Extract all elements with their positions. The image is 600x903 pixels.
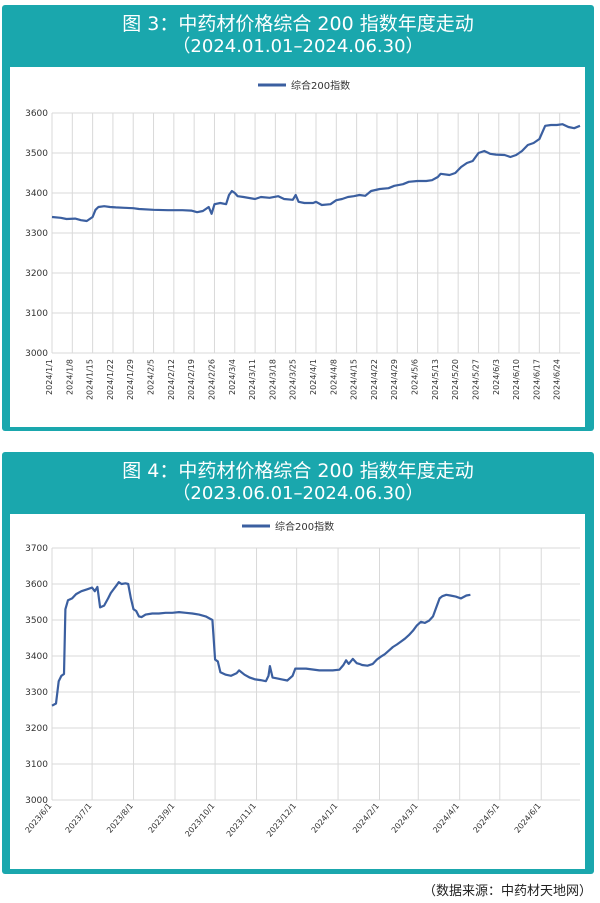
x-tick-label: 2024/2/5 xyxy=(147,359,156,395)
series-line xyxy=(51,123,581,223)
x-tick-label: 2024/6/24 xyxy=(553,359,562,400)
y-tick-label: 3200 xyxy=(25,269,48,279)
x-tick-label: 2023/6/1 xyxy=(24,802,54,835)
x-tick-label: 2024/1/22 xyxy=(106,359,115,400)
x-tick-label: 2024/1/1 xyxy=(45,359,54,395)
legend: 综合200指数 xyxy=(258,79,350,92)
x-tick-label: 2024/4/29 xyxy=(390,359,399,400)
x-tick-label: 2024/5/1 xyxy=(471,802,501,835)
chart-1: 综合200指数 3000 3100 3200 3300 3400 3500 3600 2024/… xyxy=(25,79,581,400)
x-tick-label: 2023/10/1 xyxy=(183,802,216,839)
y-tick-label: 3600 xyxy=(25,580,48,590)
legend: 综合200指数 xyxy=(242,520,334,533)
x-tick-label: 2024/3/11 xyxy=(248,359,257,400)
x-tick-label: 2023/8/1 xyxy=(105,802,135,835)
x-tick-label: 2023/12/1 xyxy=(265,802,298,839)
x-tick-label: 2024/3/25 xyxy=(289,359,298,400)
x-tick-label: 2024/4/1 xyxy=(431,802,461,835)
y-tick-label: 3200 xyxy=(25,724,48,734)
x-tick-label: 2024/5/27 xyxy=(471,359,480,400)
x-tick-label: 2024/1/15 xyxy=(86,359,95,400)
y-tick-label: 3000 xyxy=(25,796,48,806)
data-source-note: （数据来源：中药材天地网） xyxy=(422,884,592,899)
x-tick-label: 2024/3/18 xyxy=(268,359,277,400)
x-tick-label: 2024/2/26 xyxy=(207,359,216,400)
y-tick-label: 3400 xyxy=(25,189,48,199)
x-tick-label: 2023/11/1 xyxy=(225,802,258,839)
x-tick-label: 2024/6/17 xyxy=(532,359,541,400)
legend-label: 综合200指数 xyxy=(275,520,334,533)
x-tick-label: 2024/6/3 xyxy=(492,359,501,395)
chart-panel-2: 图 4：中药材价格综合 200 指数年度走动 （2023.06.01–2024.… xyxy=(2,452,594,874)
y-tick-label: 3100 xyxy=(25,309,48,319)
chart-plot-area-2: 综合200指数 3000 3100 3200 3300 3400 3500 3600 3700 2… xyxy=(10,514,585,869)
x-tick-label: 2024/3/4 xyxy=(228,359,237,395)
y-tick-label: 3500 xyxy=(25,149,48,159)
x-tick-label: 2024/2/19 xyxy=(187,359,196,400)
x-tick-label: 2024/6/1 xyxy=(513,802,543,835)
chart-subtitle-1: （2024.01.01–2024.06.30） xyxy=(172,36,424,57)
x-tick-label: 2024/4/22 xyxy=(370,359,379,400)
chart-2: 综合200指数 3000 3100 3200 3300 3400 3500 3600 3700 2… xyxy=(24,520,580,839)
y-tick-label: 3500 xyxy=(25,616,48,626)
x-tick-label: 2024/3/1 xyxy=(390,802,420,835)
x-tick-label: 2024/2/12 xyxy=(167,359,176,400)
x-tick-label: 2024/4/15 xyxy=(350,359,359,400)
x-tick-label: 2024/1/29 xyxy=(126,359,135,400)
chart-plot-area-1: 综合200指数 3000 3100 3200 3300 3400 3500 3600 2024/… xyxy=(10,67,585,427)
chart-panel-1: 图 3：中药材价格综合 200 指数年度走动 （2024.01.01–2024.… xyxy=(2,5,594,431)
y-tick-label: 3700 xyxy=(25,544,48,554)
x-tick-label: 2023/7/1 xyxy=(64,802,94,835)
y-tick-label: 3300 xyxy=(25,229,48,239)
y-tick-label: 3600 xyxy=(25,109,48,119)
x-tick-label: 2024/5/6 xyxy=(411,359,420,395)
y-tick-label: 3400 xyxy=(25,652,48,662)
x-tick-label: 2024/1/1 xyxy=(310,802,340,835)
x-tick-label: 2024/1/8 xyxy=(65,359,74,395)
series-line xyxy=(51,581,471,707)
x-tick-label: 2024/6/10 xyxy=(512,359,521,400)
legend-label: 综合200指数 xyxy=(291,79,350,92)
y-tick-label: 3100 xyxy=(25,760,48,770)
x-tick-label: 2023/9/1 xyxy=(147,802,177,835)
y-tick-label: 3000 xyxy=(25,349,48,359)
chart-subtitle-2: （2023.06.01–2024.06.30） xyxy=(172,483,424,504)
chart-title-2: 图 4：中药材价格综合 200 指数年度走动 xyxy=(122,460,474,482)
chart-title-1: 图 3：中药材价格综合 200 指数年度走动 xyxy=(122,13,474,35)
x-tick-label: 2024/4/8 xyxy=(329,359,338,395)
x-tick-label: 2024/2/1 xyxy=(351,802,381,835)
x-tick-label: 2024/4/1 xyxy=(309,359,318,395)
x-tick-label: 2024/5/13 xyxy=(431,359,440,400)
y-tick-label: 3300 xyxy=(25,688,48,698)
x-tick-label: 2024/5/20 xyxy=(451,359,460,400)
